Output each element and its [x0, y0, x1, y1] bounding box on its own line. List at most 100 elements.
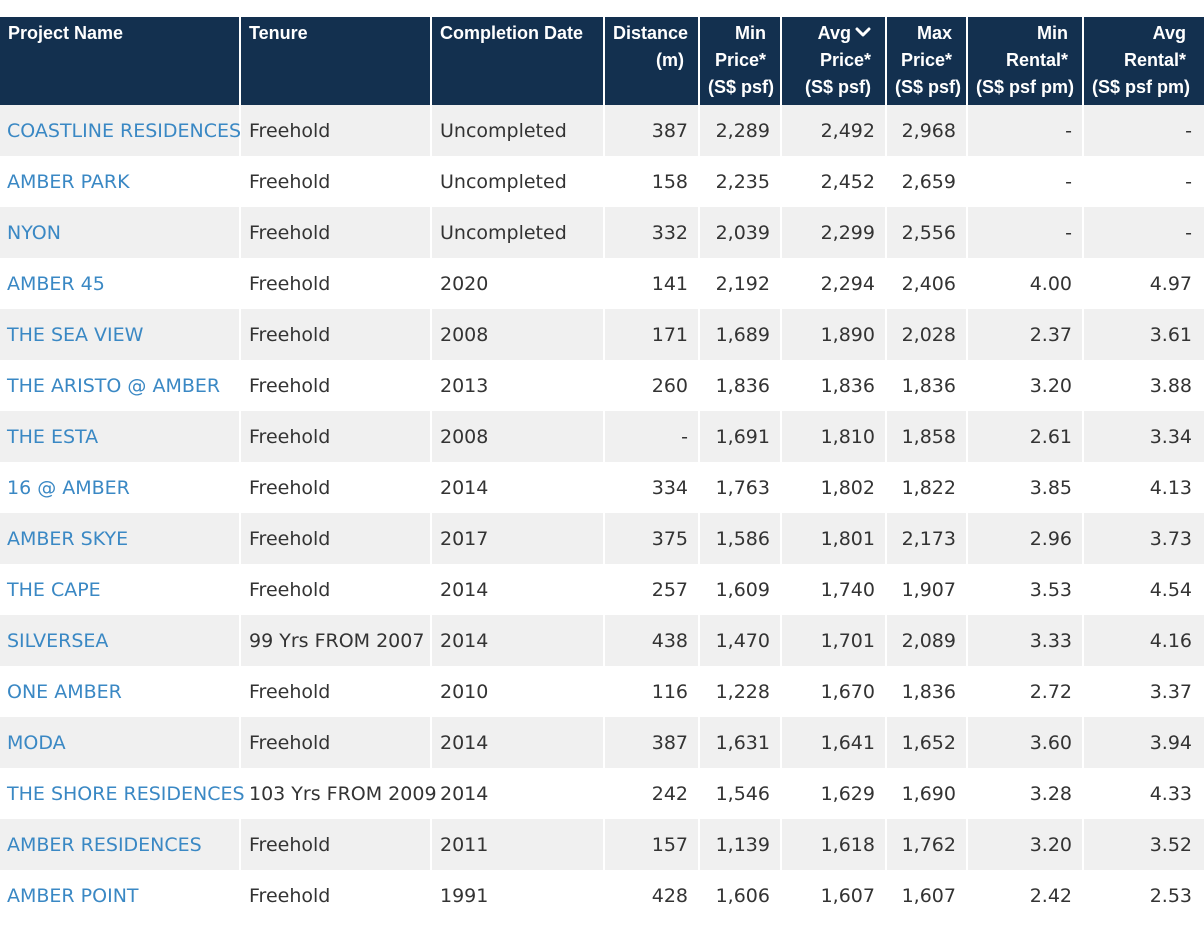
column-header-distance[interactable]: Distance (m) — [604, 17, 700, 105]
cell-distance: - — [604, 411, 700, 462]
column-header-max-price[interactable]: Max Price* (S$ psf) — [886, 17, 968, 105]
cell-distance: 334 — [604, 462, 700, 513]
cell-completion: Uncompleted — [431, 105, 605, 156]
chevron-down-icon[interactable] — [855, 24, 871, 40]
column-header-label: Avg — [790, 20, 871, 47]
column-header-name[interactable]: Project Name — [0, 17, 241, 105]
table-row: THE ARISTO @ AMBER Freehold 2013 260 1,836 1,… — [0, 360, 1204, 411]
project-link[interactable]: NYON — [7, 221, 61, 244]
cell-avg-rental: 3.94 — [1083, 717, 1204, 768]
cell-avg-price: 2,452 — [781, 156, 887, 207]
column-header-tenure[interactable]: Tenure — [240, 17, 432, 105]
table-row: SILVERSEA 99 Yrs FROM 2007 2014 438 1,470 1,7… — [0, 615, 1204, 666]
cell-tenure: Freehold — [240, 513, 432, 564]
project-link[interactable]: AMBER RESIDENCES — [7, 833, 202, 856]
cell-tenure: Freehold — [240, 717, 432, 768]
cell-avg-price: 1,801 — [781, 513, 887, 564]
cell-completion: 2014 — [431, 717, 605, 768]
cell-avg-price: 2,492 — [781, 105, 887, 156]
project-link[interactable]: MODA — [7, 731, 66, 754]
table-row: AMBER POINT Freehold 1991 428 1,606 1,607 1,60… — [0, 870, 1204, 921]
column-header-label: Tenure — [249, 23, 308, 43]
column-header-label: Rental* — [1123, 50, 1186, 70]
cell-tenure: Freehold — [240, 411, 432, 462]
project-link[interactable]: 16 @ AMBER — [7, 476, 130, 499]
project-link[interactable]: THE ARISTO @ AMBER — [7, 374, 221, 397]
column-header-label: (m) — [656, 50, 684, 70]
cell-distance: 428 — [604, 870, 700, 921]
cell-name: THE ARISTO @ AMBER — [0, 360, 241, 411]
project-link[interactable]: THE ESTA — [7, 425, 99, 448]
project-link[interactable]: COASTLINE RESIDENCES — [7, 119, 242, 142]
column-header-label: Min — [735, 23, 766, 43]
cell-distance: 157 — [604, 819, 700, 870]
column-header-label: Min — [1037, 23, 1068, 43]
cell-distance: 116 — [604, 666, 700, 717]
project-link[interactable]: AMBER 45 — [7, 272, 105, 295]
cell-max-price: 1,690 — [886, 768, 968, 819]
cell-max-price: 2,406 — [886, 258, 968, 309]
cell-name: 16 @ AMBER — [0, 462, 241, 513]
cell-distance: 171 — [604, 309, 700, 360]
cell-avg-price: 1,740 — [781, 564, 887, 615]
table-row: AMBER SKYE Freehold 2017 375 1,586 1,801 2,173… — [0, 513, 1204, 564]
project-link[interactable]: THE SHORE RESIDENCES — [7, 782, 245, 805]
cell-max-price: 1,652 — [886, 717, 968, 768]
cell-min-price: 1,691 — [699, 411, 782, 462]
cell-max-price: 1,822 — [886, 462, 968, 513]
cell-min-rental: 3.33 — [967, 615, 1084, 666]
project-link[interactable]: AMBER POINT — [7, 884, 139, 907]
cell-name: AMBER 45 — [0, 258, 241, 309]
cell-min-rental: 2.72 — [967, 666, 1084, 717]
cell-max-price: 1,907 — [886, 564, 968, 615]
cell-tenure: Freehold — [240, 105, 432, 156]
cell-max-price: 2,173 — [886, 513, 968, 564]
table-row: 16 @ AMBER Freehold 2014 334 1,763 1,802 1,822… — [0, 462, 1204, 513]
cell-avg-rental: 3.52 — [1083, 819, 1204, 870]
cell-min-rental: 3.60 — [967, 717, 1084, 768]
column-header-min-price[interactable]: Min Price* (S$ psf) — [699, 17, 782, 105]
cell-min-rental: 3.20 — [967, 360, 1084, 411]
project-link[interactable]: THE CAPE — [7, 578, 101, 601]
cell-avg-rental: - — [1083, 105, 1204, 156]
project-link[interactable]: AMBER PARK — [7, 170, 130, 193]
cell-min-price: 1,836 — [699, 360, 782, 411]
project-link[interactable]: THE SEA VIEW — [7, 323, 144, 346]
column-header-avg-rental[interactable]: Avg Rental* (S$ psf pm) — [1083, 17, 1204, 105]
cell-name: COASTLINE RESIDENCES — [0, 105, 242, 156]
cell-min-rental: 3.85 — [967, 462, 1084, 513]
column-header-completion[interactable]: Completion Date — [431, 17, 605, 105]
cell-name: THE CAPE — [0, 564, 241, 615]
column-header-label: Price* — [900, 50, 952, 70]
cell-completion: Uncompleted — [431, 207, 605, 258]
column-header-label: Completion Date — [440, 23, 584, 43]
cell-max-price: 1,836 — [886, 666, 968, 717]
projects-table-container: Project Name Tenure Completion Date Distanc… — [0, 17, 1204, 921]
cell-max-price: 2,556 — [886, 207, 968, 258]
cell-tenure: Freehold — [240, 870, 432, 921]
project-link[interactable]: ONE AMBER — [7, 680, 122, 703]
cell-min-price: 2,039 — [699, 207, 782, 258]
column-header-min-rental[interactable]: Min Rental* (S$ psf pm) — [967, 17, 1084, 105]
cell-min-rental: 3.53 — [967, 564, 1084, 615]
table-row: THE CAPE Freehold 2014 257 1,609 1,740 1,907 3.… — [0, 564, 1204, 615]
cell-min-rental: - — [967, 105, 1084, 156]
cell-tenure: 99 Yrs FROM 2007 — [240, 615, 432, 666]
column-header-label: (S$ psf) — [804, 77, 871, 97]
cell-tenure: Freehold — [240, 309, 432, 360]
cell-tenure: Freehold — [240, 462, 432, 513]
column-header-avg-price[interactable]: Avg Price* (S$ psf) — [781, 17, 887, 105]
cell-avg-price: 1,810 — [781, 411, 887, 462]
cell-tenure: Freehold — [240, 258, 432, 309]
cell-min-price: 2,235 — [699, 156, 782, 207]
cell-tenure: Freehold — [240, 819, 432, 870]
cell-name: THE SHORE RESIDENCES — [0, 768, 245, 819]
cell-max-price: 2,089 — [886, 615, 968, 666]
project-link[interactable]: SILVERSEA — [7, 629, 109, 652]
cell-min-price: 1,586 — [699, 513, 782, 564]
cell-distance: 242 — [604, 768, 700, 819]
cell-avg-rental: 3.88 — [1083, 360, 1204, 411]
project-link[interactable]: AMBER SKYE — [7, 527, 129, 550]
cell-completion: 2020 — [431, 258, 605, 309]
cell-avg-price: 1,890 — [781, 309, 887, 360]
